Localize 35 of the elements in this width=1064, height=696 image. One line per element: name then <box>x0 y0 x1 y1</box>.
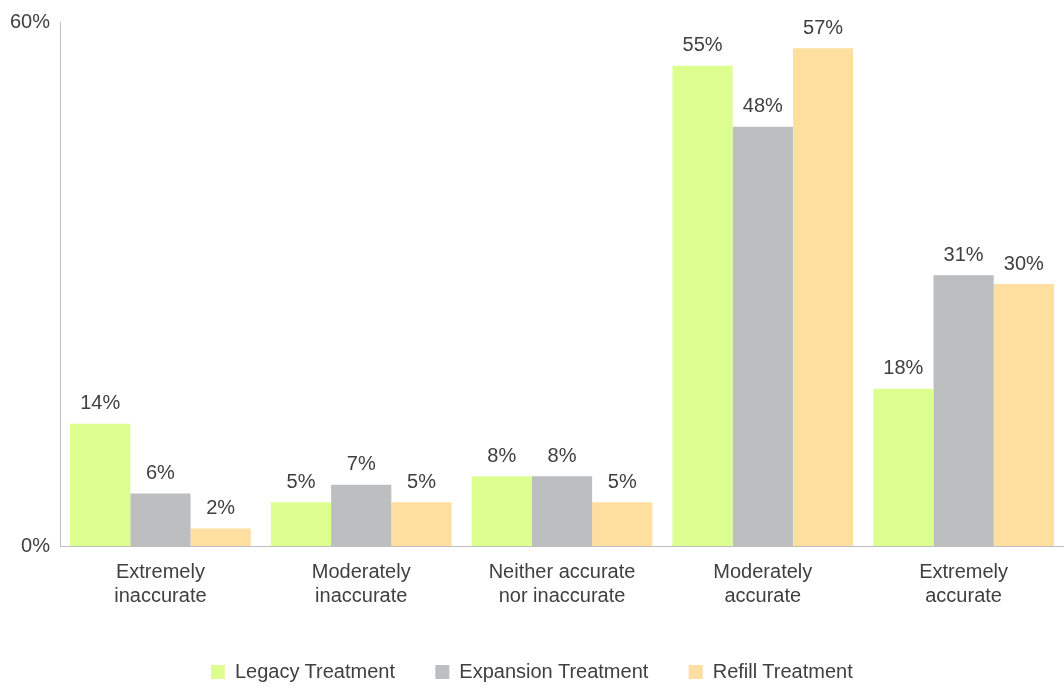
bar <box>672 65 733 546</box>
data-label: 5% <box>286 469 316 492</box>
bar <box>993 284 1054 546</box>
data-label: 30% <box>1003 251 1045 274</box>
data-label: 14% <box>80 391 121 414</box>
x-tick-label: Moderately inaccurate <box>311 559 411 606</box>
data-label: 5% <box>407 469 437 492</box>
data-label: 2% <box>206 496 236 519</box>
bar <box>190 528 251 546</box>
data-label: 8% <box>487 443 517 466</box>
bar <box>391 502 452 546</box>
bar <box>792 48 854 546</box>
bar <box>873 388 934 546</box>
x-tick-label: Moderately accurate <box>713 559 813 606</box>
data-label: 31% <box>943 242 984 265</box>
x-tick-label: Extremely accurate <box>919 559 1009 606</box>
data-label: 7% <box>346 452 376 475</box>
data-label: 55% <box>682 33 723 56</box>
data-label: 57% <box>803 15 844 38</box>
bar <box>592 502 653 546</box>
x-tick-label: Neither accurate nor inaccurate <box>488 559 636 606</box>
bar <box>70 423 131 546</box>
legend-label: Legacy Treatment <box>234 659 396 682</box>
bar <box>471 476 532 546</box>
data-label: 6% <box>145 461 176 484</box>
y-tick-label: 60% <box>10 9 51 32</box>
x-tick-label: Extremely inaccurate <box>114 559 207 606</box>
data-label: 5% <box>607 469 637 492</box>
data-label: 18% <box>883 356 924 379</box>
legend-label: Expansion Treatment <box>459 659 649 682</box>
y-tick-label: 0% <box>21 533 51 556</box>
legend-label: Refill Treatment <box>712 659 854 682</box>
data-label: 48% <box>742 94 784 117</box>
bar <box>270 502 332 546</box>
data-label: 8% <box>547 443 577 466</box>
